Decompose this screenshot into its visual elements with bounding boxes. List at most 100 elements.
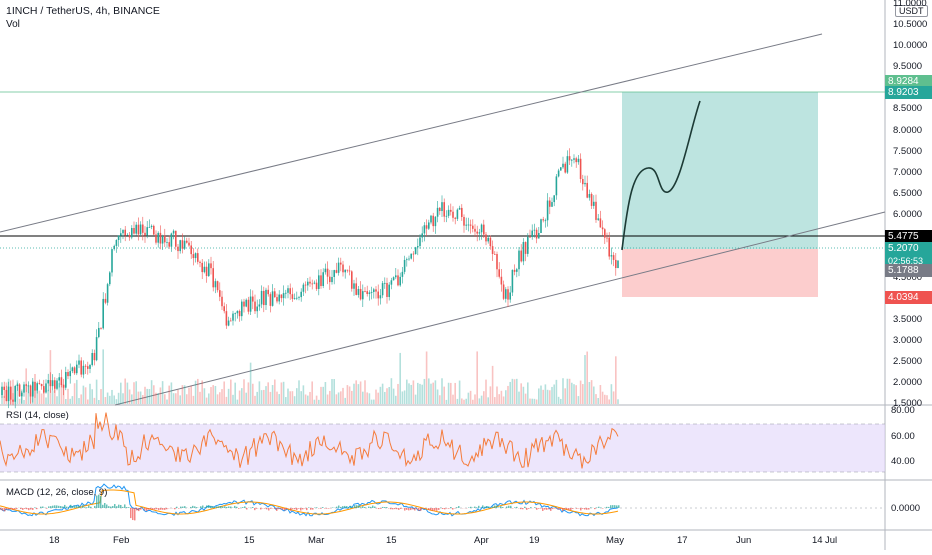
volume-bar [109,396,111,404]
candle-body [47,380,49,383]
volume-bar [237,400,239,404]
candle-body [327,269,329,277]
volume-bar [406,380,408,404]
macd-histogram-bar [564,508,566,509]
candle-body [199,262,201,263]
volume-bar [241,388,243,404]
candle-body [538,233,540,238]
macd-histogram-bar [550,508,552,511]
price-tag: 4.0394 [885,291,932,304]
macd-histogram-bar [4,508,6,511]
volume-bar [120,383,122,404]
macd-histogram-bar [230,507,232,508]
volume-bar [221,389,223,404]
candle-body [351,271,353,288]
macd-histogram-bar [136,508,138,510]
target-zone[interactable] [622,92,818,249]
volume-bar [265,386,267,404]
volume-bar [569,379,571,404]
volume-bar [360,381,362,404]
macd-histogram-bar [614,505,616,508]
candle-body [446,216,448,217]
macd-histogram-bar [284,508,286,510]
macd-histogram-bar [360,507,362,508]
volume-bar [373,400,375,404]
symbol-title[interactable]: 1INCH / TetherUS, 4h, BINANCE [6,5,160,17]
volume-bar [362,392,364,404]
candle-body [545,220,547,221]
volume-bar [402,391,404,404]
rsi-title[interactable]: RSI (14, close) [6,410,69,421]
candle-body [549,201,551,207]
volume-bar [149,389,151,404]
volume-bar [252,384,254,404]
volume-bar [432,383,434,404]
volume-bar [226,397,228,404]
candle-body [529,237,531,238]
candle-body [63,385,65,388]
stop-zone[interactable] [622,249,818,297]
candle-body [58,377,60,380]
macd-histogram-bar [114,504,116,508]
macd-histogram-bar [368,507,370,508]
macd-histogram-bar [156,508,158,509]
macd-histogram-bar [414,508,416,510]
candle-body [133,228,135,234]
candle-body [243,302,245,307]
candle-body [465,225,467,226]
price-tick: 2.0000 [893,377,922,388]
macd-histogram-bar [246,508,248,509]
candle-body [201,263,203,272]
candle-body [558,171,560,177]
macd-histogram-bar [470,507,472,508]
candle-body [113,246,115,249]
candle-body [468,225,470,226]
volume-bar [492,366,494,404]
candle-body [483,225,485,235]
volume-bar [56,396,58,404]
candle-body [270,294,272,306]
volume-label[interactable]: Vol [6,19,20,30]
candle-body [318,275,320,289]
channel-lower-line[interactable] [115,212,885,405]
macd-histogram-bar [116,506,118,508]
macd-title[interactable]: MACD (12, 26, close, 9) [6,487,107,498]
macd-histogram-bar [224,506,226,508]
candle-body [67,372,69,376]
volume-bar [89,384,91,404]
macd-histogram-bar [0,508,2,510]
price-tick: 2.5000 [893,356,922,367]
candle-body [118,236,120,240]
macd-histogram-bar [336,507,338,508]
candle-body [611,255,613,256]
candle-body [487,238,489,242]
macd-histogram-bar [216,506,218,508]
macd-histogram-bar [214,507,216,508]
macd-histogram-bar [340,507,342,508]
candle-body [459,208,461,210]
volume-bar [135,381,137,404]
volume-bar [454,383,456,404]
candle-body [43,386,45,392]
macd-histogram-bar [392,508,394,509]
macd-histogram-bar [16,508,18,509]
macd-histogram-bar [514,507,516,508]
volume-bar [327,395,329,404]
candle-body [239,311,241,316]
candle-body [391,280,393,284]
candle-body [593,202,595,206]
macd-histogram-bar [270,508,272,509]
macd-histogram-bar [102,505,104,508]
volume-bar [188,388,190,404]
candle-body [527,237,529,254]
macd-histogram-bar [562,508,564,511]
volume-bar [443,387,445,404]
candle-body [377,292,379,299]
macd-histogram-bar [146,508,148,511]
candle-body [182,240,184,249]
macd-histogram-bar [560,508,562,509]
macd-histogram-bar [260,508,262,509]
macd-histogram-bar [134,508,136,520]
